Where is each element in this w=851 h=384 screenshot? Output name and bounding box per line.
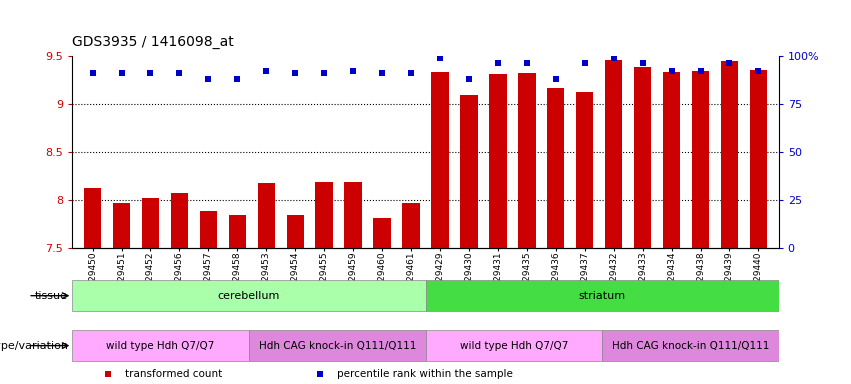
Bar: [403, 203, 420, 248]
Bar: [431, 72, 448, 248]
Text: genotype/variation: genotype/variation: [0, 341, 68, 351]
Bar: [345, 182, 362, 248]
Bar: [547, 88, 564, 248]
Text: wild type Hdh Q7/Q7: wild type Hdh Q7/Q7: [106, 341, 214, 351]
Bar: [316, 182, 333, 248]
Text: Hdh CAG knock-in Q111/Q111: Hdh CAG knock-in Q111/Q111: [612, 341, 769, 351]
Bar: [374, 218, 391, 248]
Bar: [72, 330, 248, 361]
Bar: [113, 203, 130, 248]
Text: tissue: tissue: [35, 291, 68, 301]
Bar: [200, 211, 217, 248]
Text: transformed count: transformed count: [125, 369, 223, 379]
Bar: [248, 330, 426, 361]
Bar: [229, 215, 246, 248]
Bar: [460, 95, 477, 248]
Bar: [258, 184, 275, 248]
Bar: [287, 215, 304, 248]
Bar: [84, 188, 101, 248]
Bar: [605, 61, 622, 248]
Bar: [142, 198, 159, 248]
Bar: [72, 280, 426, 311]
Bar: [602, 330, 779, 361]
Bar: [489, 74, 506, 248]
Text: GDS3935 / 1416098_at: GDS3935 / 1416098_at: [72, 35, 234, 50]
Bar: [171, 193, 188, 248]
Text: Hdh CAG knock-in Q111/Q111: Hdh CAG knock-in Q111/Q111: [259, 341, 416, 351]
Bar: [750, 70, 767, 248]
Bar: [663, 72, 680, 248]
Bar: [426, 330, 602, 361]
Bar: [692, 71, 709, 248]
Text: percentile rank within the sample: percentile rank within the sample: [337, 369, 513, 379]
Text: wild type Hdh Q7/Q7: wild type Hdh Q7/Q7: [460, 341, 568, 351]
Bar: [518, 73, 535, 248]
Text: striatum: striatum: [579, 291, 625, 301]
Bar: [634, 67, 651, 248]
Bar: [576, 92, 593, 248]
Text: cerebellum: cerebellum: [218, 291, 280, 301]
Bar: [426, 280, 779, 311]
Bar: [721, 61, 738, 248]
